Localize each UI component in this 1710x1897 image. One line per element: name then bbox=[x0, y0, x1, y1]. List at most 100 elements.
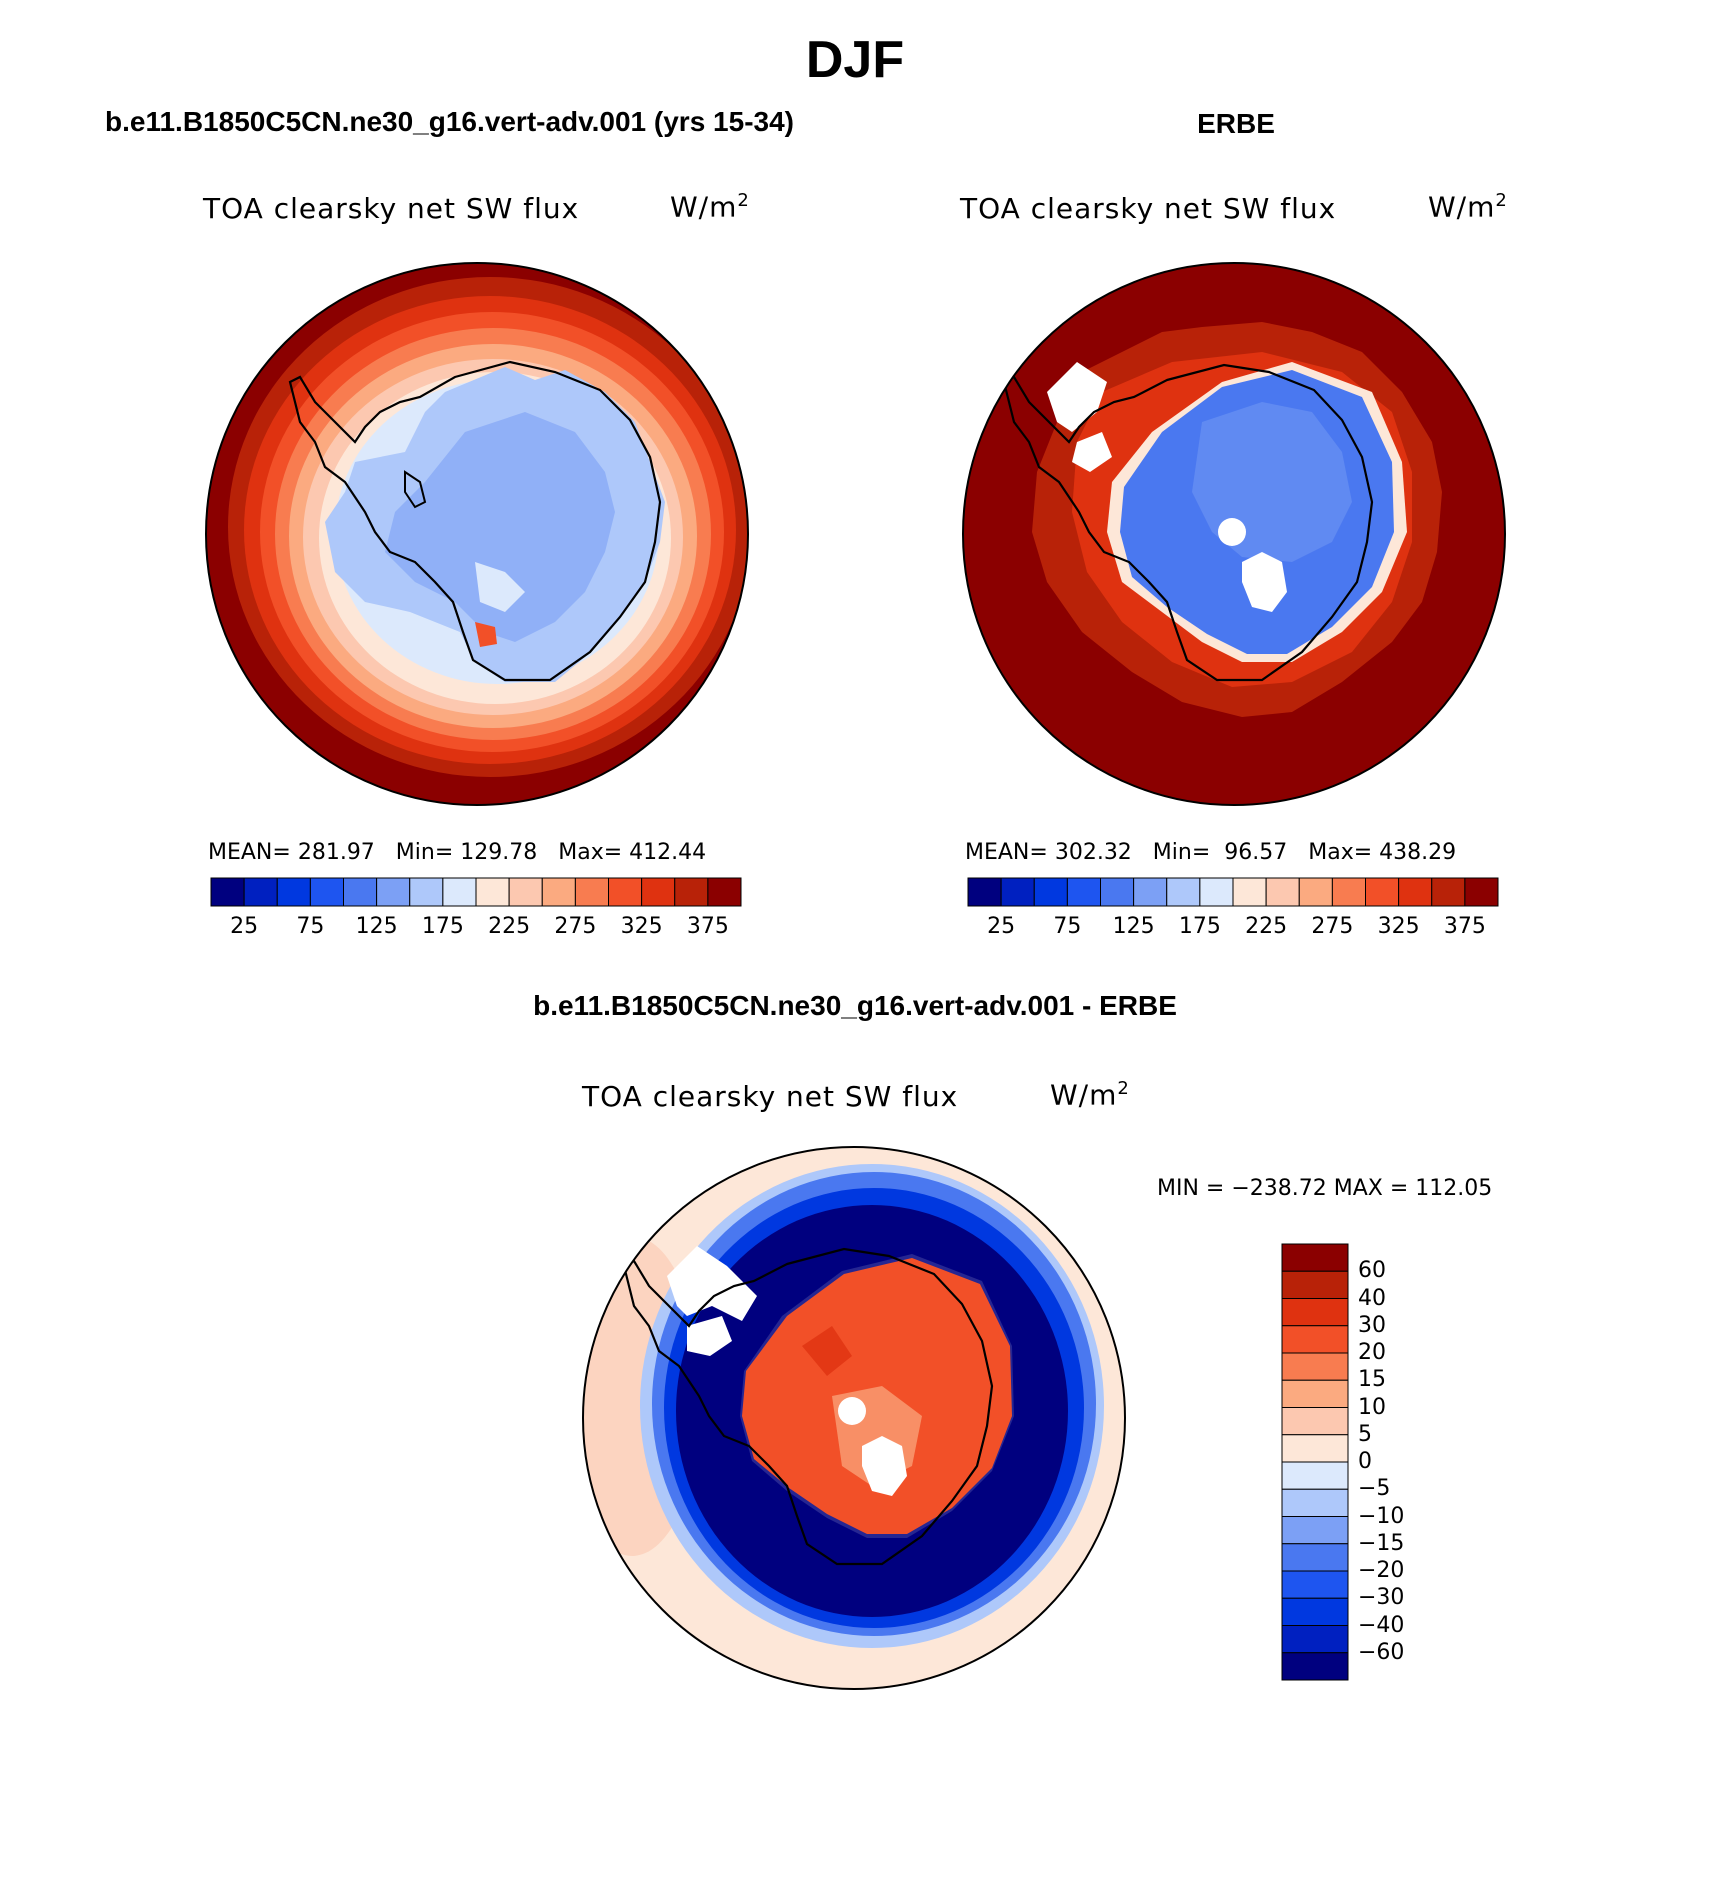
colorbar-2-tick-label: 225 bbox=[1245, 914, 1288, 939]
colorbar-panel-3-ticks: 60 40 30 20 15 10 5 0 −5 −10 −15 −20 −30 −40 −60 bbox=[1358, 1244, 1438, 1680]
colorbar-panel-2-ticks: 25 75 125 175 225 275 325 375 bbox=[968, 914, 1498, 942]
colorbar-1-box bbox=[707, 877, 742, 907]
colorbar-3-box bbox=[1281, 1407, 1349, 1436]
colorbar-2-box bbox=[967, 877, 1002, 907]
colorbar-1-box bbox=[210, 877, 245, 907]
panel-1-units-exp: 2 bbox=[737, 190, 750, 211]
panel-1-mean-label: MEAN= bbox=[208, 840, 291, 865]
colorbar-1-box bbox=[574, 877, 609, 907]
panel-2-max-label: Max= bbox=[1308, 840, 1373, 865]
panel-2-min-label: Min= bbox=[1152, 840, 1211, 865]
colorbar-1-tick-label: 325 bbox=[620, 914, 663, 939]
colorbar-3-box bbox=[1281, 1543, 1349, 1572]
colorbar-2-box bbox=[1232, 877, 1267, 907]
colorbar-2-box bbox=[1398, 877, 1433, 907]
colorbar-3-box bbox=[1281, 1379, 1349, 1408]
colorbar-1-tick-label: 125 bbox=[355, 914, 398, 939]
colorbar-3-tick-label: −15 bbox=[1358, 1530, 1405, 1556]
panel-1-variable: TOA clearsky net SW flux bbox=[203, 192, 580, 225]
colorbar-1-box bbox=[276, 877, 311, 907]
panel-2-max: 438.29 bbox=[1379, 840, 1457, 865]
colorbar-2-box bbox=[1298, 877, 1333, 907]
colorbar-3-box bbox=[1281, 1597, 1349, 1626]
panel-2-units-exp: 2 bbox=[1495, 190, 1508, 211]
colorbar-2-tick-label: 175 bbox=[1178, 914, 1221, 939]
panel-2-variable: TOA clearsky net SW flux bbox=[960, 192, 1337, 225]
panel-3-heading: b.e11.B1850C5CN.ne30_g16.vert-adv.001 - … bbox=[533, 990, 1177, 1021]
colorbar-1-box bbox=[442, 877, 477, 907]
colorbar-3-box bbox=[1281, 1298, 1349, 1327]
colorbar-2-box bbox=[1265, 877, 1300, 907]
figure-title: DJF bbox=[805, 31, 905, 89]
panel-3-units: W/m2 bbox=[1050, 1078, 1130, 1111]
colorbar-2-tick-label: 25 bbox=[987, 914, 1016, 939]
panel-1-units-base: W/m bbox=[670, 190, 738, 224]
colorbar-3-tick-label: −40 bbox=[1358, 1612, 1405, 1638]
colorbar-panel-1 bbox=[210, 877, 742, 907]
colorbar-2-box bbox=[1365, 877, 1400, 907]
colorbar-2-tick-label: 275 bbox=[1311, 914, 1354, 939]
colorbar-2-tick-label: 125 bbox=[1112, 914, 1155, 939]
panel-1-min-label: Min= bbox=[395, 840, 454, 865]
colorbar-1-tick-label: 175 bbox=[421, 914, 464, 939]
panel-3-units-base: W/m bbox=[1050, 1078, 1118, 1112]
colorbar-3-tick-label: 60 bbox=[1358, 1258, 1386, 1284]
colorbar-1-tick-label: 225 bbox=[488, 914, 531, 939]
colorbar-1-box bbox=[309, 877, 344, 907]
colorbar-3-box bbox=[1281, 1516, 1349, 1545]
colorbar-2-box bbox=[1000, 877, 1035, 907]
colorbar-3-tick-label: 10 bbox=[1358, 1394, 1386, 1420]
panel-2-heading: ERBE bbox=[1197, 108, 1275, 139]
panel-3-units-exp: 2 bbox=[1117, 1078, 1130, 1099]
panel-1-max-label: Max= bbox=[558, 840, 623, 865]
colorbar-1-tick-label: 75 bbox=[296, 914, 325, 939]
colorbar-2-box bbox=[1100, 877, 1135, 907]
colorbar-2-box bbox=[1166, 877, 1201, 907]
colorbar-panel-1-ticks: 25 75 125 175 225 275 325 375 bbox=[211, 914, 741, 942]
colorbar-3-box bbox=[1281, 1352, 1349, 1381]
colorbar-3-box bbox=[1281, 1652, 1349, 1681]
colorbar-3-box bbox=[1281, 1243, 1349, 1272]
colorbar-2-tick-label: 375 bbox=[1443, 914, 1486, 939]
panel-1-min: 129.78 bbox=[460, 840, 538, 865]
panel-2-mean: 302.32 bbox=[1054, 840, 1132, 865]
colorbar-panel-2 bbox=[967, 877, 1499, 907]
colorbar-2-box bbox=[1199, 877, 1234, 907]
colorbar-3-tick-label: 30 bbox=[1358, 1312, 1386, 1338]
colorbar-3-box bbox=[1281, 1434, 1349, 1463]
panel-2-min: 96.57 bbox=[1224, 840, 1288, 865]
colorbar-3-tick-label: −10 bbox=[1358, 1503, 1405, 1529]
colorbar-panel-3 bbox=[1281, 1243, 1349, 1681]
map-panel-1 bbox=[205, 262, 749, 806]
colorbar-3-tick-label: −20 bbox=[1358, 1558, 1405, 1583]
colorbar-3-box bbox=[1281, 1488, 1349, 1517]
colorbar-1-box bbox=[376, 877, 411, 907]
colorbar-2-box bbox=[1133, 877, 1168, 907]
panel-1-mean: 281.97 bbox=[297, 840, 375, 865]
colorbar-1-box bbox=[674, 877, 709, 907]
colorbar-1-box bbox=[409, 877, 444, 907]
colorbar-3-tick-label: 5 bbox=[1358, 1421, 1372, 1447]
panel-2-mean-label: MEAN= bbox=[965, 840, 1048, 865]
panel-2-units: W/m2 bbox=[1428, 190, 1508, 223]
colorbar-1-box bbox=[541, 877, 576, 907]
colorbar-3-box bbox=[1281, 1461, 1349, 1490]
colorbar-1-box bbox=[608, 877, 643, 907]
colorbar-1-tick-label: 25 bbox=[230, 914, 259, 939]
panel-1-max: 412.44 bbox=[629, 840, 707, 865]
panel-3-stats: MIN = −238.72 MAX = 112.05 bbox=[1157, 1176, 1493, 1201]
colorbar-3-tick-label: 20 bbox=[1358, 1340, 1386, 1365]
colorbar-1-box bbox=[475, 877, 510, 907]
panel-2-stats: MEAN= 302.32 Min= 96.57 Max= 438.29 bbox=[965, 840, 1456, 865]
panel-3-variable: TOA clearsky net SW flux bbox=[582, 1080, 959, 1113]
colorbar-3-box bbox=[1281, 1625, 1349, 1654]
colorbar-2-box bbox=[1464, 877, 1499, 907]
map-panel-2 bbox=[962, 262, 1506, 806]
colorbar-3-box bbox=[1281, 1325, 1349, 1354]
panel-1-heading: b.e11.B1850C5CN.ne30_g16.vert-adv.001 (y… bbox=[105, 106, 794, 137]
colorbar-2-box bbox=[1033, 877, 1068, 907]
colorbar-3-box bbox=[1281, 1570, 1349, 1599]
colorbar-3-tick-label: −5 bbox=[1358, 1476, 1391, 1502]
colorbar-1-box bbox=[508, 877, 543, 907]
colorbar-3-tick-label: 0 bbox=[1358, 1449, 1372, 1474]
